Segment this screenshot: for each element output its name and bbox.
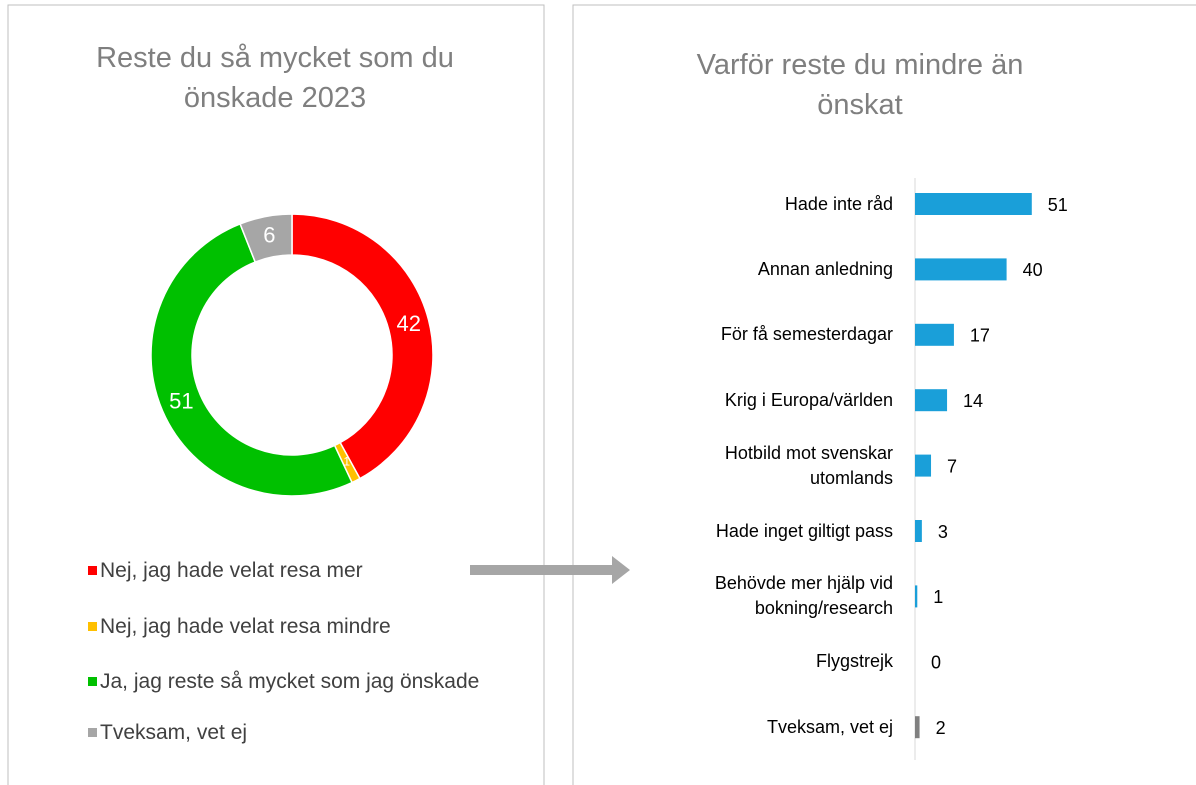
category-label: Hade inte råd bbox=[784, 193, 893, 214]
legend-label: Nej, jag hade velat resa mindre bbox=[100, 615, 391, 638]
donut-slice bbox=[291, 213, 434, 480]
legend-swatch bbox=[88, 677, 97, 686]
bar bbox=[915, 716, 920, 739]
data-label: 17 bbox=[970, 326, 990, 346]
bar bbox=[915, 520, 922, 542]
legend-swatch bbox=[88, 622, 97, 631]
donut-title: Reste du så mycket som du önskade 2023 bbox=[96, 42, 454, 114]
data-label: 3 bbox=[938, 522, 948, 542]
data-label: 7 bbox=[947, 456, 957, 476]
donut-slice bbox=[239, 213, 293, 263]
category-label: Behövde mer hjälp vid bokning/research bbox=[714, 573, 893, 619]
data-label: 51 bbox=[1048, 195, 1068, 215]
category-label: Flygstrejk bbox=[815, 651, 893, 672]
data-label: 6 bbox=[263, 222, 275, 247]
data-label: 14 bbox=[963, 391, 983, 411]
category-label: Hotbild mot svenskar utomlands bbox=[724, 442, 893, 488]
right-panel bbox=[572, 4, 1196, 785]
data-label: 40 bbox=[1023, 260, 1043, 280]
data-label: 1 bbox=[933, 587, 943, 607]
category-label: Tveksam, vet ej bbox=[766, 716, 893, 737]
bar bbox=[915, 585, 918, 608]
bar bbox=[915, 258, 1007, 281]
legend-label: Nej, jag hade velat resa mer bbox=[100, 559, 363, 582]
bar-title: Varför reste du mindre än önskat bbox=[696, 49, 1024, 121]
category-label: Krig i Europa/världen bbox=[724, 389, 893, 410]
bar bbox=[915, 454, 932, 477]
arrow bbox=[470, 556, 630, 584]
legend-swatch bbox=[88, 566, 97, 575]
bar bbox=[915, 389, 948, 412]
data-label: 42 bbox=[396, 311, 420, 336]
bar bbox=[915, 193, 1032, 215]
category-label: För få semesterdagar bbox=[720, 324, 893, 345]
category-label: Hade inget giltigt pass bbox=[715, 520, 893, 541]
data-label: 0 bbox=[931, 653, 941, 673]
legend-swatch bbox=[88, 728, 97, 737]
legend-label: Tveksam, vet ej bbox=[100, 721, 248, 744]
bar bbox=[915, 323, 954, 346]
donut-slice bbox=[150, 222, 354, 497]
data-label: 1 bbox=[343, 455, 350, 469]
data-label: 2 bbox=[936, 718, 946, 738]
left-panel bbox=[7, 4, 545, 785]
legend-label: Ja, jag reste så mycket som jag önskade bbox=[100, 670, 480, 693]
data-label: 51 bbox=[169, 389, 193, 414]
category-label: Annan anledning bbox=[757, 258, 893, 279]
